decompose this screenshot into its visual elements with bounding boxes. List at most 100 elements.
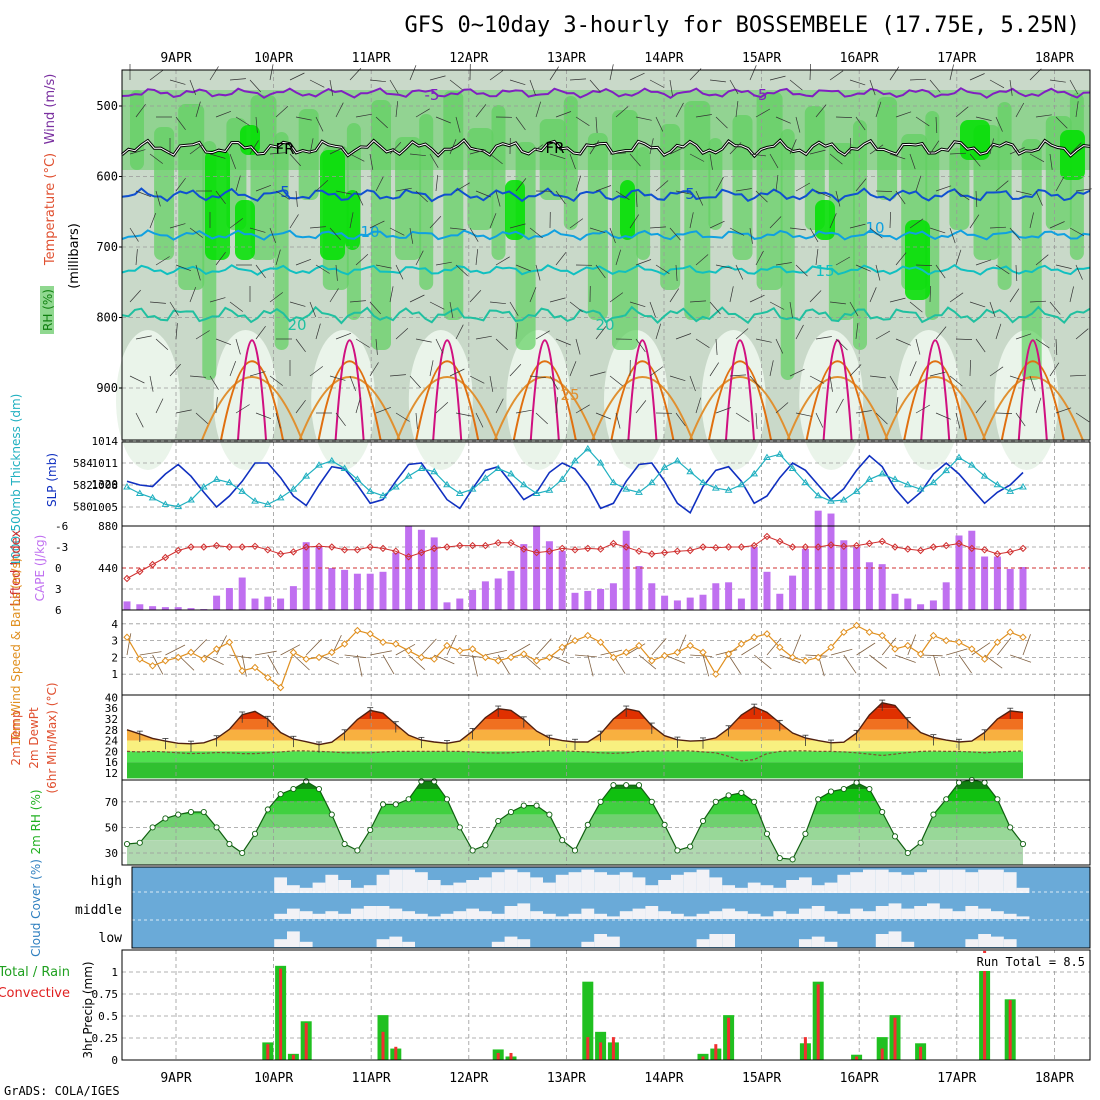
cloud-cell xyxy=(747,882,761,893)
wind-barb xyxy=(175,323,178,340)
wind-barb xyxy=(149,212,157,229)
wind-barb xyxy=(1075,101,1079,118)
dry-patch xyxy=(116,330,180,470)
wind-barb xyxy=(779,654,801,664)
cape-bar xyxy=(238,577,246,610)
cloud-row-label: low xyxy=(99,931,123,946)
cloud-cell xyxy=(709,934,723,947)
cape-bar xyxy=(558,550,566,610)
cape-bar xyxy=(456,598,464,610)
rh-point xyxy=(367,826,374,834)
wind-barb xyxy=(509,223,526,229)
wind-barb xyxy=(1049,221,1065,229)
wind-speed-point xyxy=(673,648,682,657)
wind-barb xyxy=(269,152,286,155)
wind-barb xyxy=(595,264,606,279)
wind-barb xyxy=(469,290,482,303)
cloud-cell xyxy=(607,874,620,893)
wind-speed-point xyxy=(276,683,285,692)
rh-point xyxy=(533,802,540,809)
li-tick: -3 xyxy=(55,541,68,554)
wind-barb xyxy=(149,153,164,164)
wind-barb xyxy=(655,264,670,274)
thickness-point xyxy=(647,478,656,486)
wind-barb xyxy=(435,261,452,266)
wind-barb xyxy=(635,116,652,121)
wind-speed-point xyxy=(724,650,733,658)
wind-barb xyxy=(529,79,536,96)
date-label: 16APR xyxy=(840,1071,879,1086)
wind-barb xyxy=(935,412,951,420)
cape-bar xyxy=(494,578,502,610)
cloud-cover-axis-label: Cloud Cover (%) xyxy=(29,859,43,957)
cloud-cell xyxy=(581,869,595,893)
cloud-cell xyxy=(543,913,556,919)
lifted-index-point xyxy=(763,532,771,541)
wind-barb xyxy=(489,70,504,81)
cloud-cell xyxy=(312,913,326,919)
rh-point xyxy=(328,811,335,818)
wind-barb xyxy=(229,654,252,659)
cloud-cell xyxy=(696,939,710,947)
dewpt2m-axis-label: 2m DewPt xyxy=(27,707,41,769)
cape-bar xyxy=(392,552,400,610)
thickness-point xyxy=(545,486,554,493)
wind-barb xyxy=(275,412,281,429)
wind-barb xyxy=(574,654,597,658)
lifted-index-point xyxy=(814,543,822,551)
wind-barb xyxy=(955,190,970,201)
lifted-index-point xyxy=(596,545,605,553)
precip-tick: 1 xyxy=(111,966,118,979)
cape-bar xyxy=(878,564,886,610)
wind-barb xyxy=(255,412,272,420)
lifted-index-point xyxy=(840,542,848,551)
cloud-cell xyxy=(325,911,339,919)
rh-point xyxy=(763,830,771,837)
wind-barb xyxy=(675,264,678,282)
cloud-cell xyxy=(402,941,415,947)
wind-barb xyxy=(875,330,891,340)
thickness-point xyxy=(123,483,131,490)
wind-barb xyxy=(1075,328,1089,340)
wind-barb xyxy=(909,218,924,229)
thickness-point xyxy=(174,502,183,510)
isotherm-minus5 xyxy=(121,87,1091,99)
wind-barb xyxy=(835,338,848,351)
wind-barb xyxy=(929,371,946,377)
thickness-point xyxy=(1006,487,1015,494)
thickness-point xyxy=(814,491,823,499)
wind-speed-point xyxy=(852,621,861,630)
dry-patch xyxy=(701,330,766,470)
rh-point xyxy=(866,785,873,793)
wind-barb xyxy=(675,412,686,427)
rh-point xyxy=(994,796,1001,803)
warm-dome-isotherm xyxy=(529,339,560,441)
wind-barb xyxy=(775,116,791,124)
cloud-cell xyxy=(607,916,620,919)
slp-tick: 1011 xyxy=(92,457,119,470)
wind-speed-point xyxy=(507,653,515,662)
convective-precip-bar xyxy=(291,1054,295,1060)
cloud-cell xyxy=(466,880,479,893)
wind-tick: 2 xyxy=(111,651,118,664)
wind-barb xyxy=(815,249,819,266)
thickness-point xyxy=(187,496,195,503)
wind-speed-point xyxy=(712,670,720,678)
wind-barb xyxy=(933,654,941,677)
convective-precip-bar xyxy=(727,1017,731,1060)
cloud-cell xyxy=(901,874,915,893)
wind-barb xyxy=(1015,102,1025,118)
cape-bar xyxy=(801,548,809,610)
wind-barb xyxy=(997,637,1012,656)
dry-patch xyxy=(506,330,571,470)
wind-barb xyxy=(289,214,299,229)
rh-point xyxy=(635,782,643,789)
cloud-cell xyxy=(594,934,607,947)
cloud-cell xyxy=(773,887,787,893)
wind-barb xyxy=(1055,176,1065,192)
cloud-cell xyxy=(786,913,799,919)
cloud-cell xyxy=(927,869,940,893)
cloud-cell xyxy=(671,913,684,919)
wind-barb xyxy=(909,153,916,170)
